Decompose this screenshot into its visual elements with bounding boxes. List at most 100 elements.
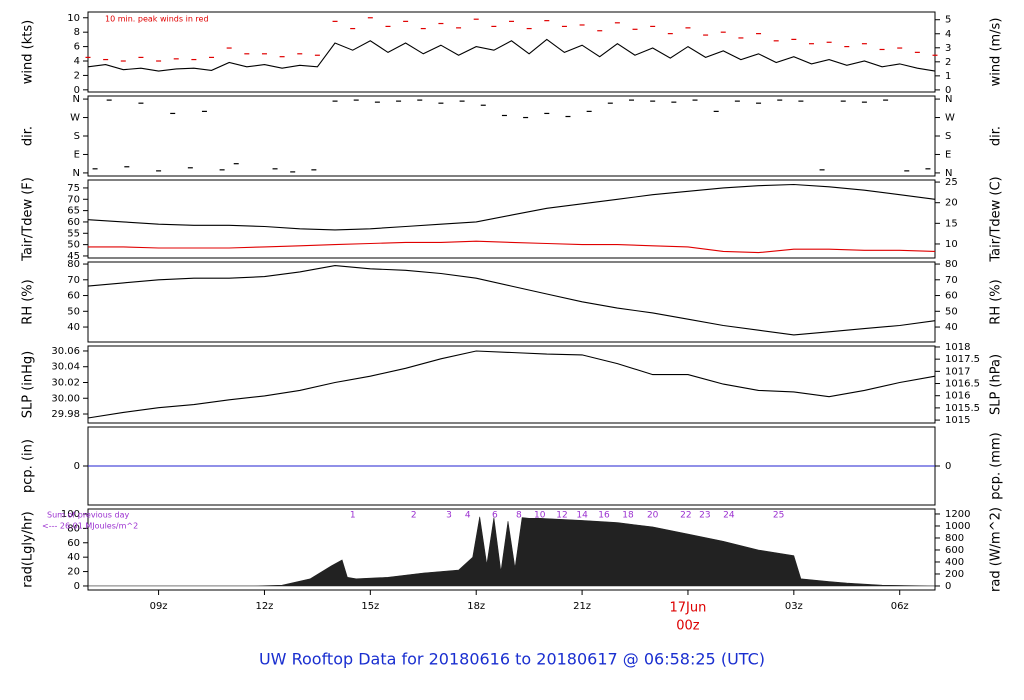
y2-axis-label: Tair/Tdew (C)	[989, 176, 1004, 262]
y-tick-label: 0	[74, 85, 80, 96]
y2-tick-label: 1017	[945, 366, 970, 377]
y2-tick-label: 2	[945, 57, 951, 68]
y2-tick-label: 800	[945, 533, 964, 544]
y-axis-label: wind (kts)	[21, 20, 36, 84]
x-tick-label: 03z	[785, 601, 803, 612]
sun-marker: 2	[411, 511, 417, 521]
y-tick-label: 20	[67, 567, 80, 578]
y-tick-label: 50	[67, 240, 80, 251]
y2-tick-label: 1	[945, 71, 951, 82]
y-tick-label: S	[74, 131, 80, 142]
y-tick-label: 30.02	[51, 377, 80, 388]
y2-tick-label: 0	[945, 85, 951, 96]
y-tick-label: 0	[74, 461, 80, 472]
y2-tick-label: 200	[945, 569, 964, 580]
y-tick-label: 100	[61, 509, 80, 520]
sun-marker: 18	[622, 511, 634, 521]
y2-axis-label: dir.	[989, 126, 1004, 146]
y-tick-label: 40	[67, 552, 80, 563]
sun-marker: 4	[465, 511, 471, 521]
y-tick-label: 10	[67, 13, 80, 24]
date-label: 17Jun	[670, 601, 707, 616]
sun-marker: 16	[598, 511, 610, 521]
y2-tick-label: 1016	[945, 391, 970, 402]
y-tick-label: 70	[67, 194, 80, 205]
y2-axis-label: pcp. (mm)	[989, 432, 1004, 499]
x-tick-label: 09z	[150, 601, 168, 612]
y-tick-label: W	[70, 113, 80, 124]
sun-marker: 6	[492, 511, 498, 521]
sun-marker: 25	[773, 511, 784, 521]
y-axis-label: SLP (inHg)	[21, 351, 36, 419]
x-tick-label: 15z	[361, 601, 379, 612]
y-tick-label: 29.98	[51, 409, 80, 420]
y-tick-label: 2	[74, 70, 80, 81]
sun-marker: 22	[680, 511, 691, 521]
note: <--- 26.01 MJoules/m^2	[42, 522, 138, 531]
sun-marker: 24	[723, 511, 735, 521]
data-area	[87, 516, 936, 587]
y-tick-label: 6	[74, 42, 80, 53]
y-tick-label: 60	[67, 217, 80, 228]
y-axis-label: rad(Lgly/hr)	[21, 511, 36, 587]
y-tick-label: 30.06	[51, 346, 80, 357]
y2-tick-label: 0	[945, 461, 951, 472]
data-line	[87, 38, 936, 72]
y-tick-label: N	[73, 94, 80, 105]
y2-tick-label: 1018	[945, 342, 970, 353]
x-tick-label: 12z	[255, 601, 273, 612]
y2-tick-label: N	[945, 94, 952, 105]
y2-tick-label: 50	[945, 306, 958, 317]
y-tick-label: 0	[74, 581, 80, 592]
y2-axis-label: RH (%)	[989, 279, 1004, 324]
y-tick-label: 65	[67, 206, 80, 217]
panel-frame	[87, 261, 936, 343]
y2-tick-label: S	[945, 131, 951, 142]
y-tick-label: 8	[74, 27, 80, 38]
y2-tick-label: 15	[945, 218, 958, 229]
sun-marker: 1	[350, 511, 356, 521]
y2-tick-label: 5	[945, 15, 951, 26]
data-line	[88, 240, 936, 254]
y2-tick-label: 400	[945, 557, 964, 568]
panel-frame	[87, 345, 936, 424]
y2-axis-label: wind (m/s)	[989, 18, 1004, 87]
y-tick-label: 75	[67, 183, 80, 194]
y2-tick-label: 40	[945, 322, 958, 333]
y2-tick-label: 1015.5	[945, 403, 980, 414]
y2-axis-label: rad (W/m^2)	[989, 507, 1004, 592]
data-line	[87, 265, 936, 336]
sun-marker: 14	[576, 511, 588, 521]
note: Sum of previous day	[47, 511, 129, 520]
y-tick-label: 80	[67, 523, 80, 534]
y2-axis-label: SLP (hPa)	[989, 354, 1004, 415]
y-tick-label: 30.04	[51, 362, 80, 373]
y-tick-label: 70	[67, 275, 80, 286]
data-line	[87, 350, 936, 419]
panel-frame	[87, 11, 936, 93]
y-tick-label: 50	[67, 306, 80, 317]
y2-tick-label: 0	[945, 581, 951, 592]
y2-tick-label: 1015	[945, 415, 970, 426]
y2-tick-label: 600	[945, 545, 964, 556]
x-tick-label: 21z	[573, 601, 591, 612]
sun-marker: 23	[699, 511, 710, 521]
y-tick-label: 40	[67, 322, 80, 333]
y2-tick-label: 80	[945, 259, 958, 270]
y2-tick-label: 1000	[945, 521, 970, 532]
y2-tick-label: 70	[945, 275, 958, 286]
panel-frame	[87, 179, 936, 259]
y-tick-label: 4	[74, 56, 80, 67]
y-tick-label: N	[73, 168, 80, 179]
x-tick-label: 06z	[891, 601, 909, 612]
y-tick-label: 60	[67, 538, 80, 549]
y2-tick-label: 1017.5	[945, 354, 980, 365]
page-title: UW Rooftop Data for 20180616 to 20180617…	[259, 650, 765, 669]
y2-tick-label: 10	[945, 239, 958, 250]
y2-tick-label: 4	[945, 29, 951, 40]
y-axis-label: dir.	[21, 126, 36, 146]
sun-marker: 20	[647, 511, 659, 521]
y2-tick-label: 1016.5	[945, 379, 980, 390]
annotation: 10 min. peak winds in red	[105, 15, 209, 24]
